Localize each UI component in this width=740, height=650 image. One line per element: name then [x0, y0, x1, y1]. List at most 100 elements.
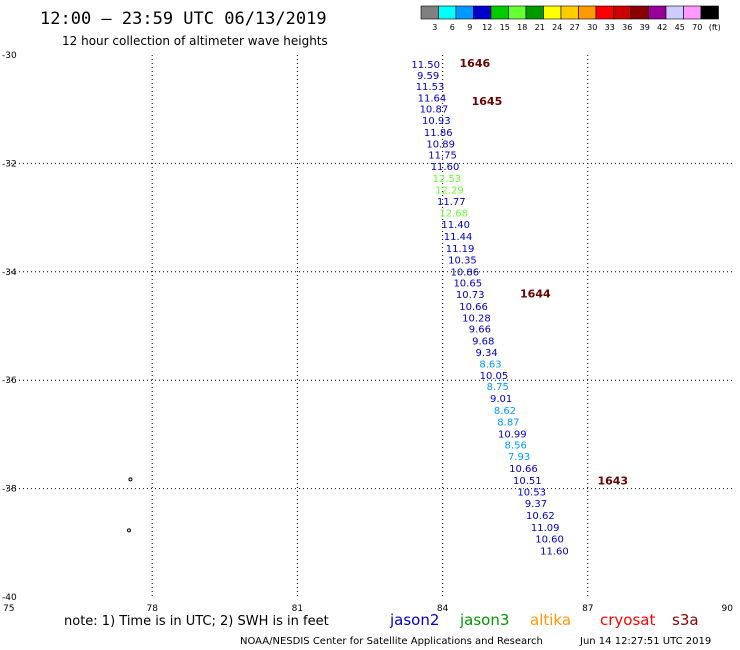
- legend-swatch: [613, 5, 632, 20]
- swh-value-label: 9.01: [490, 394, 512, 405]
- swh-value-label: 11.86: [424, 128, 453, 139]
- pass-number-label: 1643: [597, 474, 628, 487]
- swh-value-label: 11.77: [437, 197, 466, 208]
- legend-label: 39: [640, 23, 650, 32]
- legend-swatch: [683, 5, 702, 20]
- chart-subtitle: 12 hour collection of altimeter wave hei…: [62, 34, 328, 48]
- legend-swatch: [455, 5, 474, 20]
- swh-value-label: 8.56: [505, 441, 527, 452]
- legend-swatch: [595, 5, 614, 20]
- footer-timestamp: Jun 14 12:27:51 UTC 2019: [579, 636, 711, 647]
- satellite-legend: jason2 jason3 altika cryosat s3a: [389, 611, 699, 629]
- swh-value-label: 10.62: [526, 511, 555, 522]
- swh-value-label: 10.65: [453, 279, 482, 290]
- swh-value-label: 10.05: [480, 371, 509, 382]
- legend-label: 15: [500, 23, 510, 32]
- swh-value-label: 9.37: [525, 499, 547, 510]
- legend-label: 24: [552, 23, 562, 32]
- swh-value-label: 11.19: [446, 244, 475, 255]
- footer-credit: NOAA/NESDIS Center for Satellite Applica…: [240, 636, 543, 647]
- swh-value-label: 8.75: [487, 382, 509, 393]
- x-tick-label: 81: [292, 604, 303, 614]
- legend-label: 42: [657, 23, 667, 32]
- legend-swatch: [438, 5, 457, 20]
- x-tick-label: 84: [437, 604, 449, 614]
- swh-value-label: 10.99: [498, 429, 527, 440]
- swh-value-label: 9.68: [472, 337, 494, 348]
- legend-label: 12: [482, 23, 492, 32]
- legend-label: 21: [535, 23, 545, 32]
- pass-number-label: 1644: [520, 287, 551, 300]
- swh-value-label: 11.44: [444, 232, 473, 243]
- legend-label: 18: [517, 23, 527, 32]
- swh-value-label: 8.62: [494, 406, 516, 417]
- swh-value-label: 10.60: [535, 534, 564, 545]
- legend-swatch: [648, 5, 667, 20]
- swh-value-label: 11.40: [441, 220, 470, 231]
- note-text: note: 1) Time is in UTC; 2) SWH is in fe…: [64, 614, 329, 629]
- swh-value-label: 11.64: [418, 93, 447, 104]
- swh-value-label: 11.53: [416, 82, 445, 93]
- swh-value-label: 11.09: [531, 523, 560, 534]
- swh-value-label: 7.93: [508, 452, 530, 463]
- island-mark: [128, 477, 133, 482]
- swh-value-label: 9.59: [417, 71, 439, 82]
- satellite-legend-cryosat: cryosat: [600, 611, 655, 629]
- swh-value-label: 12.29: [435, 185, 464, 196]
- x-tick-label: 87: [582, 604, 593, 614]
- swh-value-label: 9.34: [476, 348, 498, 359]
- legend-swatch: [543, 5, 562, 20]
- color-scale-legend: 3 6 9 12 15 18 21 24 27 30 33 36 39 42 45 70 (ft): [420, 5, 721, 32]
- x-tick-label: 78: [146, 604, 158, 614]
- swh-value-label: 11.60: [540, 546, 569, 557]
- swh-value-label: 10.93: [422, 116, 451, 127]
- swh-value-label: 11.50: [411, 60, 440, 71]
- legend-swatch: [560, 5, 579, 20]
- legend-label: 3: [432, 23, 437, 32]
- legend-label: 6: [450, 23, 455, 32]
- y-tick-label: -32: [2, 159, 17, 169]
- y-tick-label: -38: [2, 485, 17, 495]
- island-mark: [126, 528, 131, 533]
- swh-value-label: 12.68: [439, 209, 468, 220]
- data-marks: 11.509.5911.5311.6410.8710.9311.8610.891…: [126, 57, 628, 557]
- legend-swatch: [700, 5, 719, 20]
- swh-value-label: 10.89: [426, 139, 455, 150]
- legend-label: 70: [692, 23, 702, 32]
- x-tick-label: 75: [3, 604, 14, 614]
- y-tick-label: -36: [2, 376, 17, 386]
- legend-label: (ft): [709, 23, 721, 32]
- legend-swatch: [578, 5, 597, 20]
- satellite-legend-jason2: jason2: [389, 611, 439, 629]
- legend-swatch: [420, 5, 439, 20]
- swh-value-label: 10.87: [420, 105, 449, 116]
- y-tick-label: -30: [2, 51, 17, 61]
- swh-value-label: 11.75: [428, 151, 457, 162]
- legend-label: 30: [587, 23, 597, 32]
- satellite-legend-jason3: jason3: [459, 611, 509, 629]
- swh-value-label: 10.51: [513, 476, 542, 487]
- chart-title: 12:00 – 23:59 UTC 06/13/2019: [40, 9, 327, 29]
- swh-value-label: 8.63: [479, 359, 501, 370]
- pass-number-label: 1646: [460, 57, 491, 70]
- y-tick-label: -40: [2, 593, 17, 603]
- legend-swatch: [508, 5, 527, 20]
- swh-value-label: 10.73: [456, 290, 485, 301]
- satellite-legend-s3a: s3a: [672, 611, 699, 629]
- x-tick-label: 90: [722, 604, 734, 614]
- legend-label: 36: [622, 23, 632, 32]
- swh-value-label: 12.53: [433, 174, 462, 185]
- legend-swatch: [525, 5, 544, 20]
- swh-value-label: 10.66: [509, 464, 538, 475]
- swh-value-label: 10.35: [448, 255, 477, 266]
- legend-swatch: [665, 5, 684, 20]
- plot-grid: [7, 55, 733, 597]
- swh-value-label: 10.28: [462, 313, 491, 324]
- legend-swatch: [630, 5, 649, 20]
- swh-value-label: 10.53: [517, 487, 546, 498]
- swh-value-label: 8.87: [497, 417, 519, 428]
- legend-swatch: [473, 5, 492, 20]
- legend-label: 33: [605, 23, 615, 32]
